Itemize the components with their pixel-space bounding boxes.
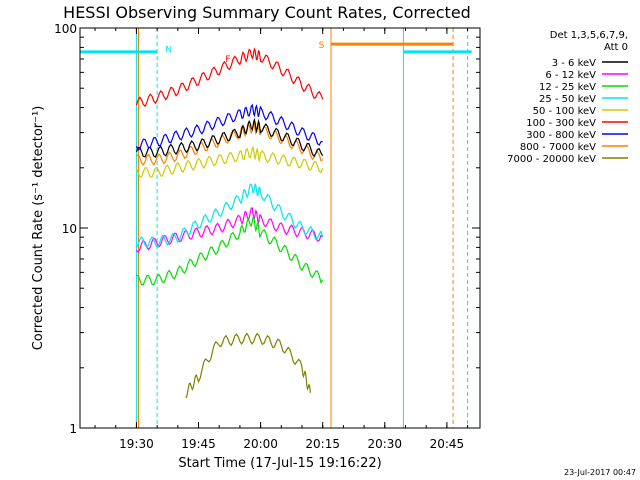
series-line-0: [135, 117, 324, 159]
x-tick-label: 20:15: [305, 437, 340, 451]
series-line-6: [135, 103, 323, 151]
legend-label: 6 - 12 keV: [545, 70, 596, 81]
legend-header: Det 1,3,5,6,7,9,: [550, 30, 628, 41]
legend-label: 300 - 800 keV: [526, 130, 596, 141]
legend-label: 100 - 300 keV: [526, 118, 596, 129]
series-line-5: [135, 47, 324, 108]
legend-header: Att 0: [604, 42, 628, 53]
legend-label: 3 - 6 keV: [552, 58, 596, 69]
series-line-8: [185, 332, 311, 399]
x-tick-label: 20:30: [367, 437, 402, 451]
x-tick-label: 20:00: [243, 437, 278, 451]
series-line-4: [135, 145, 324, 178]
footer-date: 23-Jul-2017 00:47: [564, 468, 636, 477]
series-line-7: [136, 120, 324, 167]
legend-label: 50 - 100 keV: [533, 106, 597, 117]
legend-label: 7000 - 20000 keV: [507, 154, 596, 165]
series-line-1: [135, 207, 324, 254]
y-tick-label: 100: [54, 22, 77, 36]
chart-marks: N F S: [80, 28, 472, 428]
x-tick-label: 19:30: [119, 437, 154, 451]
annotation-F: F: [225, 55, 230, 65]
x-axis-label: Start Time (17-Jul-15 19:16:22): [178, 456, 381, 471]
legend-label: 25 - 50 keV: [539, 94, 596, 105]
x-axis: 19:30 19:45 20:00 20:15 20:30 20:45: [94, 28, 469, 451]
y-tick-label: 1: [69, 422, 77, 436]
x-tick-label: 20:45: [430, 437, 465, 451]
y-tick-label: 10: [62, 222, 77, 236]
x-tick-label: 19:45: [181, 437, 216, 451]
legend-label: 800 - 7000 keV: [520, 142, 596, 153]
chart-title: HESSI Observing Summary Count Rates, Cor…: [63, 3, 471, 22]
series-line-3: [135, 182, 324, 249]
annotation-S: S: [319, 41, 325, 51]
annotation-N: N: [165, 46, 172, 56]
plot-frame: [79, 27, 481, 429]
y-axis-label: Corrected Count Rate (s⁻¹ detector⁻¹): [31, 106, 46, 351]
series-line-2: [136, 215, 324, 286]
legend-label: 12 - 25 keV: [539, 82, 596, 93]
y-axis: 1 10 100: [54, 22, 480, 436]
